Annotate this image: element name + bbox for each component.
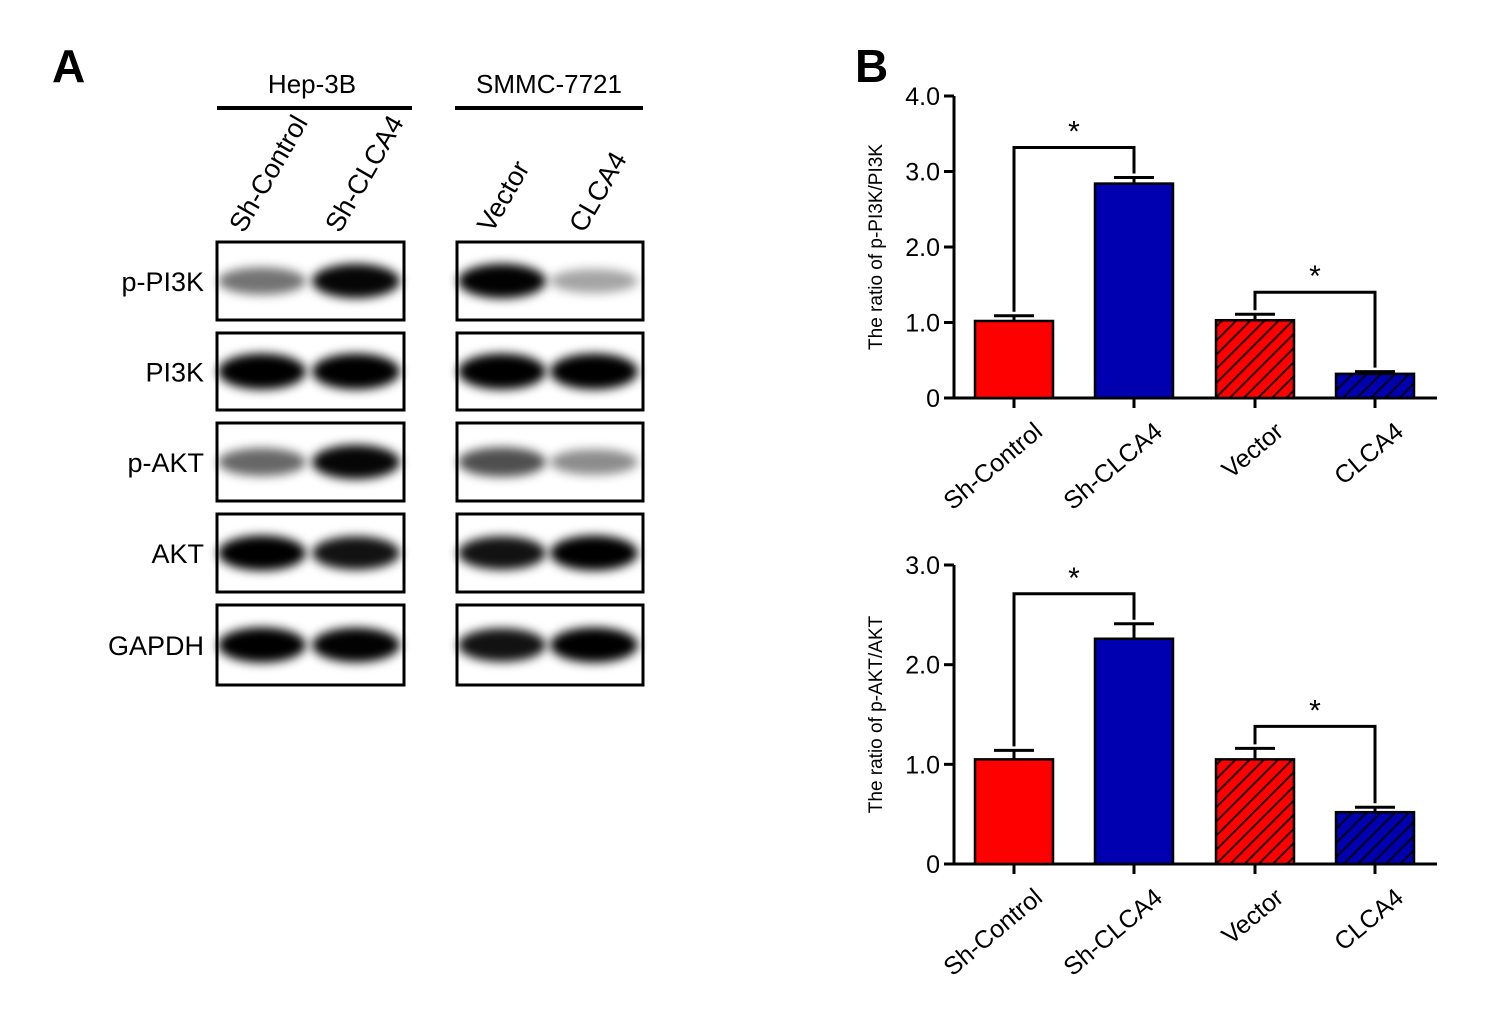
significance-bracket	[1012, 592, 1136, 747]
protein-label-p-akt: p-AKT	[127, 448, 204, 478]
panel-b-letter: B	[855, 40, 888, 92]
group-smmc7721: SMMC-7721 Vector CLCA4	[455, 69, 643, 237]
bar-clca4	[1334, 372, 1416, 400]
band-akt-lane-3	[458, 536, 546, 570]
x-tick-label-vector: Vector	[1217, 883, 1289, 950]
y-tick-label: 1.0	[905, 751, 940, 779]
band-p-akt-lane-1	[218, 448, 306, 476]
significance-star: *	[1068, 562, 1080, 595]
y-tick-label: 0	[926, 385, 940, 413]
band-p-pi3k-lane-1	[218, 267, 306, 295]
y-tick-label: 2.0	[905, 652, 940, 680]
protein-label-pi3k: PI3K	[145, 358, 204, 388]
band-p-akt-lane-2	[312, 444, 400, 480]
significance-star: *	[1309, 694, 1321, 727]
bar-vector	[1214, 758, 1296, 866]
protein-label-gapdh: GAPDH	[108, 631, 204, 661]
band-pi3k-lane-4	[550, 353, 638, 390]
x-tick-label-clca4: CLCA4	[1329, 883, 1409, 956]
x-tick-label-clca4: CLCA4	[1329, 417, 1409, 490]
lane-label-clca4: CLCA4	[563, 147, 633, 237]
chart-p-pi3k-ratio: 0 1.0 2.0 3.0 4.0 The ratio of p-PI3K/PI3K Sh-…	[866, 83, 1437, 515]
x-tick-label-vector: Vector	[1217, 417, 1289, 484]
x-tick-label-sh-clca4: Sh-CLCA4	[1058, 883, 1168, 981]
panel-a-letter: A	[52, 40, 85, 92]
bar-vector	[1214, 318, 1296, 400]
band-akt-lane-2	[312, 536, 400, 570]
lane-label-sh-clca4: Sh-CLCA4	[319, 110, 410, 237]
x-tick-label-sh-control: Sh-Control	[938, 417, 1048, 515]
y-tick-label: 2.0	[905, 234, 940, 262]
x-tick-label-sh-clca4: Sh-CLCA4	[1058, 417, 1168, 515]
bar-sh-clca4	[1093, 637, 1175, 866]
band-akt-lane-4	[550, 535, 638, 571]
group-title-hep3b: Hep-3B	[268, 69, 356, 99]
y-tick-label: 4.0	[905, 83, 940, 111]
y-tick-label: 3.0	[905, 159, 940, 187]
group-title-smmc7721: SMMC-7721	[476, 69, 622, 99]
band-gapdh-lane-4	[550, 627, 638, 663]
significance-bracket	[1012, 146, 1136, 312]
band-pi3k-lane-2	[312, 353, 400, 390]
significance-star: *	[1309, 260, 1321, 293]
band-p-akt-lane-4	[550, 449, 638, 475]
band-pi3k-lane-3	[458, 353, 546, 390]
y-axis-label: The ratio of p-AKT/AKT	[866, 615, 887, 813]
chart-p-akt-ratio: 0 1.0 2.0 3.0 The ratio of p-AKT/AKT Sh-Contr…	[866, 552, 1437, 981]
lane-label-vector: Vector	[471, 156, 535, 237]
band-p-pi3k-lane-2	[312, 263, 400, 299]
y-tick-label: 1.0	[905, 310, 940, 338]
band-gapdh-lane-3	[458, 628, 546, 662]
y-tick-label: 3.0	[905, 552, 940, 580]
band-gapdh-lane-2	[312, 627, 400, 663]
bar-clca4	[1334, 810, 1416, 866]
x-tick-label-sh-control: Sh-Control	[938, 883, 1048, 981]
significance-bracket	[1253, 290, 1377, 368]
western-blot: p-PI3K PI3K p-AKT AKT GAPDH	[108, 240, 645, 687]
bar-sh-clca4	[1093, 182, 1175, 400]
band-gapdh-lane-1	[218, 627, 306, 663]
band-p-akt-lane-3	[458, 447, 546, 477]
protein-label-p-pi3k: p-PI3K	[121, 267, 204, 297]
band-pi3k-lane-1	[218, 353, 306, 390]
band-p-pi3k-lane-3	[458, 263, 546, 299]
group-hep3b: Hep-3B Sh-Control Sh-CLCA4	[217, 69, 412, 237]
y-tick-label: 0	[926, 851, 940, 879]
bar-sh-control	[973, 758, 1055, 866]
band-akt-lane-1	[218, 535, 306, 571]
bar-sh-control	[973, 319, 1055, 400]
significance-star: *	[1068, 116, 1080, 149]
protein-label-akt: AKT	[151, 539, 204, 569]
significance-bracket	[1253, 724, 1377, 804]
lane-label-sh-control: Sh-Control	[223, 110, 314, 237]
y-axis-label: The ratio of p-PI3K/PI3K	[866, 144, 887, 350]
band-p-pi3k-lane-4	[550, 269, 638, 293]
